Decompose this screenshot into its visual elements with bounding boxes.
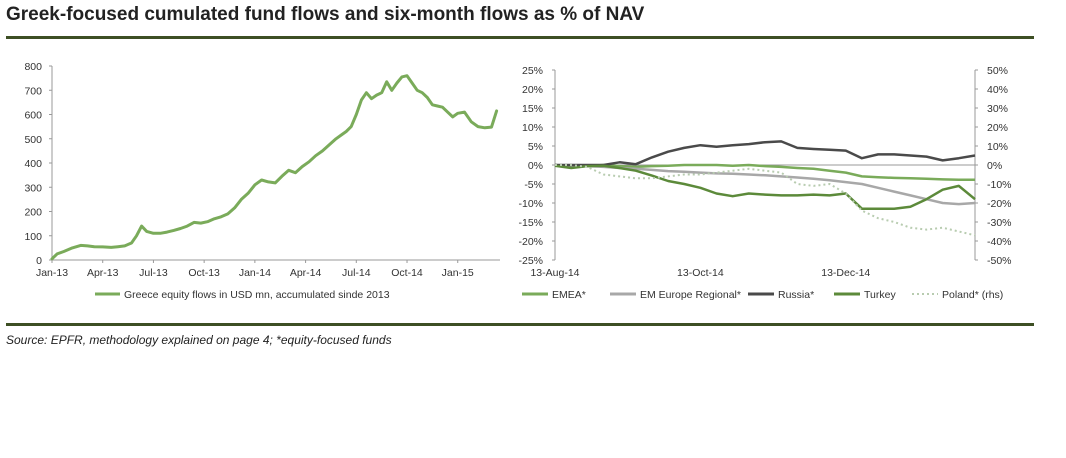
- series-line-greece: [50, 74, 499, 261]
- left-x-tick-label: Jan-14: [239, 267, 271, 279]
- source-note: Source: EPFR, methodology explained on p…: [6, 333, 392, 347]
- right-left-tick-label: -20%: [518, 236, 543, 248]
- right-right-tick-label: -40%: [987, 236, 1012, 248]
- legend-item-emea: EMEA*: [522, 289, 586, 301]
- legend-item-turkey: Turkey: [834, 289, 896, 301]
- series-line-emea: [554, 163, 975, 182]
- right-left-tick-label: 25%: [522, 65, 543, 77]
- bottom-divider: [6, 323, 1034, 326]
- left-chart-legend: Greece equity flows in USD mn, accumulat…: [95, 289, 390, 301]
- right-left-tick-label: 0%: [528, 160, 543, 172]
- left-x-tick-label: Jul-13: [139, 267, 168, 279]
- left-y-tick-label: 800: [24, 61, 42, 73]
- regional-flows-chart: 25% 20% 15% 10% 5% 0% -5% -10% -15% -20% -25% 50% 4…: [518, 65, 1011, 301]
- greece-flows-chart: 0 100 200 300 400 500 600 700 800 Jan-13 Apr-13 Ju…: [24, 61, 500, 301]
- right-left-tick-label: 5%: [528, 141, 543, 153]
- left-y-tick-label: 400: [24, 158, 42, 170]
- right-chart-left-y-axis: 25% 20% 15% 10% 5% 0% -5% -10% -15% -20% -25%: [518, 65, 556, 267]
- right-chart-series: [554, 140, 976, 237]
- left-chart-y-axis: 0 100 200 300 400 500 600 700 800: [24, 61, 53, 267]
- right-left-tick-label: -25%: [518, 255, 543, 267]
- left-x-tick-label: Apr-13: [87, 267, 119, 279]
- series-line-turkey: [554, 164, 976, 210]
- left-x-tick-label: Oct-13: [188, 267, 220, 279]
- right-left-tick-label: -10%: [518, 198, 543, 210]
- legend-label-russia: Russia*: [778, 289, 814, 301]
- right-chart-right-y-axis: 50% 40% 30% 20% 10% 0% -10% -20% -30% -40% -50%: [974, 65, 1012, 267]
- right-right-tick-label: -10%: [987, 179, 1012, 191]
- legend-label-em-europe: EM Europe Regional*: [640, 289, 741, 301]
- legend-item-russia: Russia*: [748, 289, 814, 301]
- right-x-tick-label: 13-Oct-14: [677, 267, 724, 279]
- right-right-tick-label: 40%: [987, 84, 1008, 96]
- right-left-tick-label: 20%: [522, 84, 543, 96]
- series-line-russia: [555, 140, 976, 167]
- left-y-tick-label: 0: [36, 255, 42, 267]
- top-divider: [6, 36, 1034, 39]
- left-x-tick-label: Jul-14: [342, 267, 371, 279]
- right-x-tick-label: 13-Dec-14: [821, 267, 870, 279]
- legend-item-em-europe: EM Europe Regional*: [610, 289, 741, 301]
- left-chart-series: [50, 74, 499, 261]
- page-title: Greek-focused cumulated fund flows and s…: [6, 4, 645, 25]
- right-left-tick-label: 15%: [522, 103, 543, 115]
- left-x-tick-label: Jan-15: [442, 267, 474, 279]
- right-right-tick-label: -20%: [987, 198, 1012, 210]
- left-y-tick-label: 300: [24, 182, 42, 194]
- left-chart-x-axis: Jan-13 Apr-13 Jul-13 Oct-13 Jan-14 Apr-14 Jul-…: [36, 259, 500, 279]
- left-y-tick-label: 200: [24, 207, 42, 219]
- left-x-tick-label: Jan-13: [36, 267, 68, 279]
- legend-label-poland: Poland* (rhs): [942, 289, 1003, 301]
- right-right-tick-label: 20%: [987, 122, 1008, 134]
- left-y-tick-label: 600: [24, 110, 42, 122]
- series-line-em-europe-regional: [554, 163, 976, 206]
- right-right-tick-label: 10%: [987, 141, 1008, 153]
- right-right-tick-label: -50%: [987, 255, 1012, 267]
- left-x-tick-label: Apr-14: [290, 267, 322, 279]
- right-right-tick-label: 30%: [987, 103, 1008, 115]
- left-y-tick-label: 500: [24, 134, 42, 146]
- right-left-tick-label: 10%: [522, 122, 543, 134]
- right-right-tick-label: 50%: [987, 65, 1008, 77]
- right-right-tick-label: 0%: [987, 160, 1002, 172]
- left-y-tick-label: 100: [24, 231, 42, 243]
- legend-item-poland: Poland* (rhs): [912, 289, 1003, 301]
- right-chart-x-axis: 13-Aug-14 13-Oct-14 13-Dec-14: [530, 164, 975, 279]
- right-left-tick-label: -15%: [518, 217, 543, 229]
- right-left-tick-label: -5%: [524, 179, 543, 191]
- left-y-tick-label: 700: [24, 85, 42, 97]
- legend-label-greece: Greece equity flows in USD mn, accumulat…: [124, 289, 390, 301]
- series-line-poland-rhs: [555, 164, 976, 237]
- legend-label-turkey: Turkey: [864, 289, 896, 301]
- left-x-tick-label: Oct-14: [391, 267, 423, 279]
- right-x-tick-label: 13-Aug-14: [530, 267, 579, 279]
- right-right-tick-label: -30%: [987, 217, 1012, 229]
- right-chart-legend: EMEA* EM Europe Regional* Russia* Turkey…: [522, 289, 1003, 301]
- legend-label-emea: EMEA*: [552, 289, 586, 301]
